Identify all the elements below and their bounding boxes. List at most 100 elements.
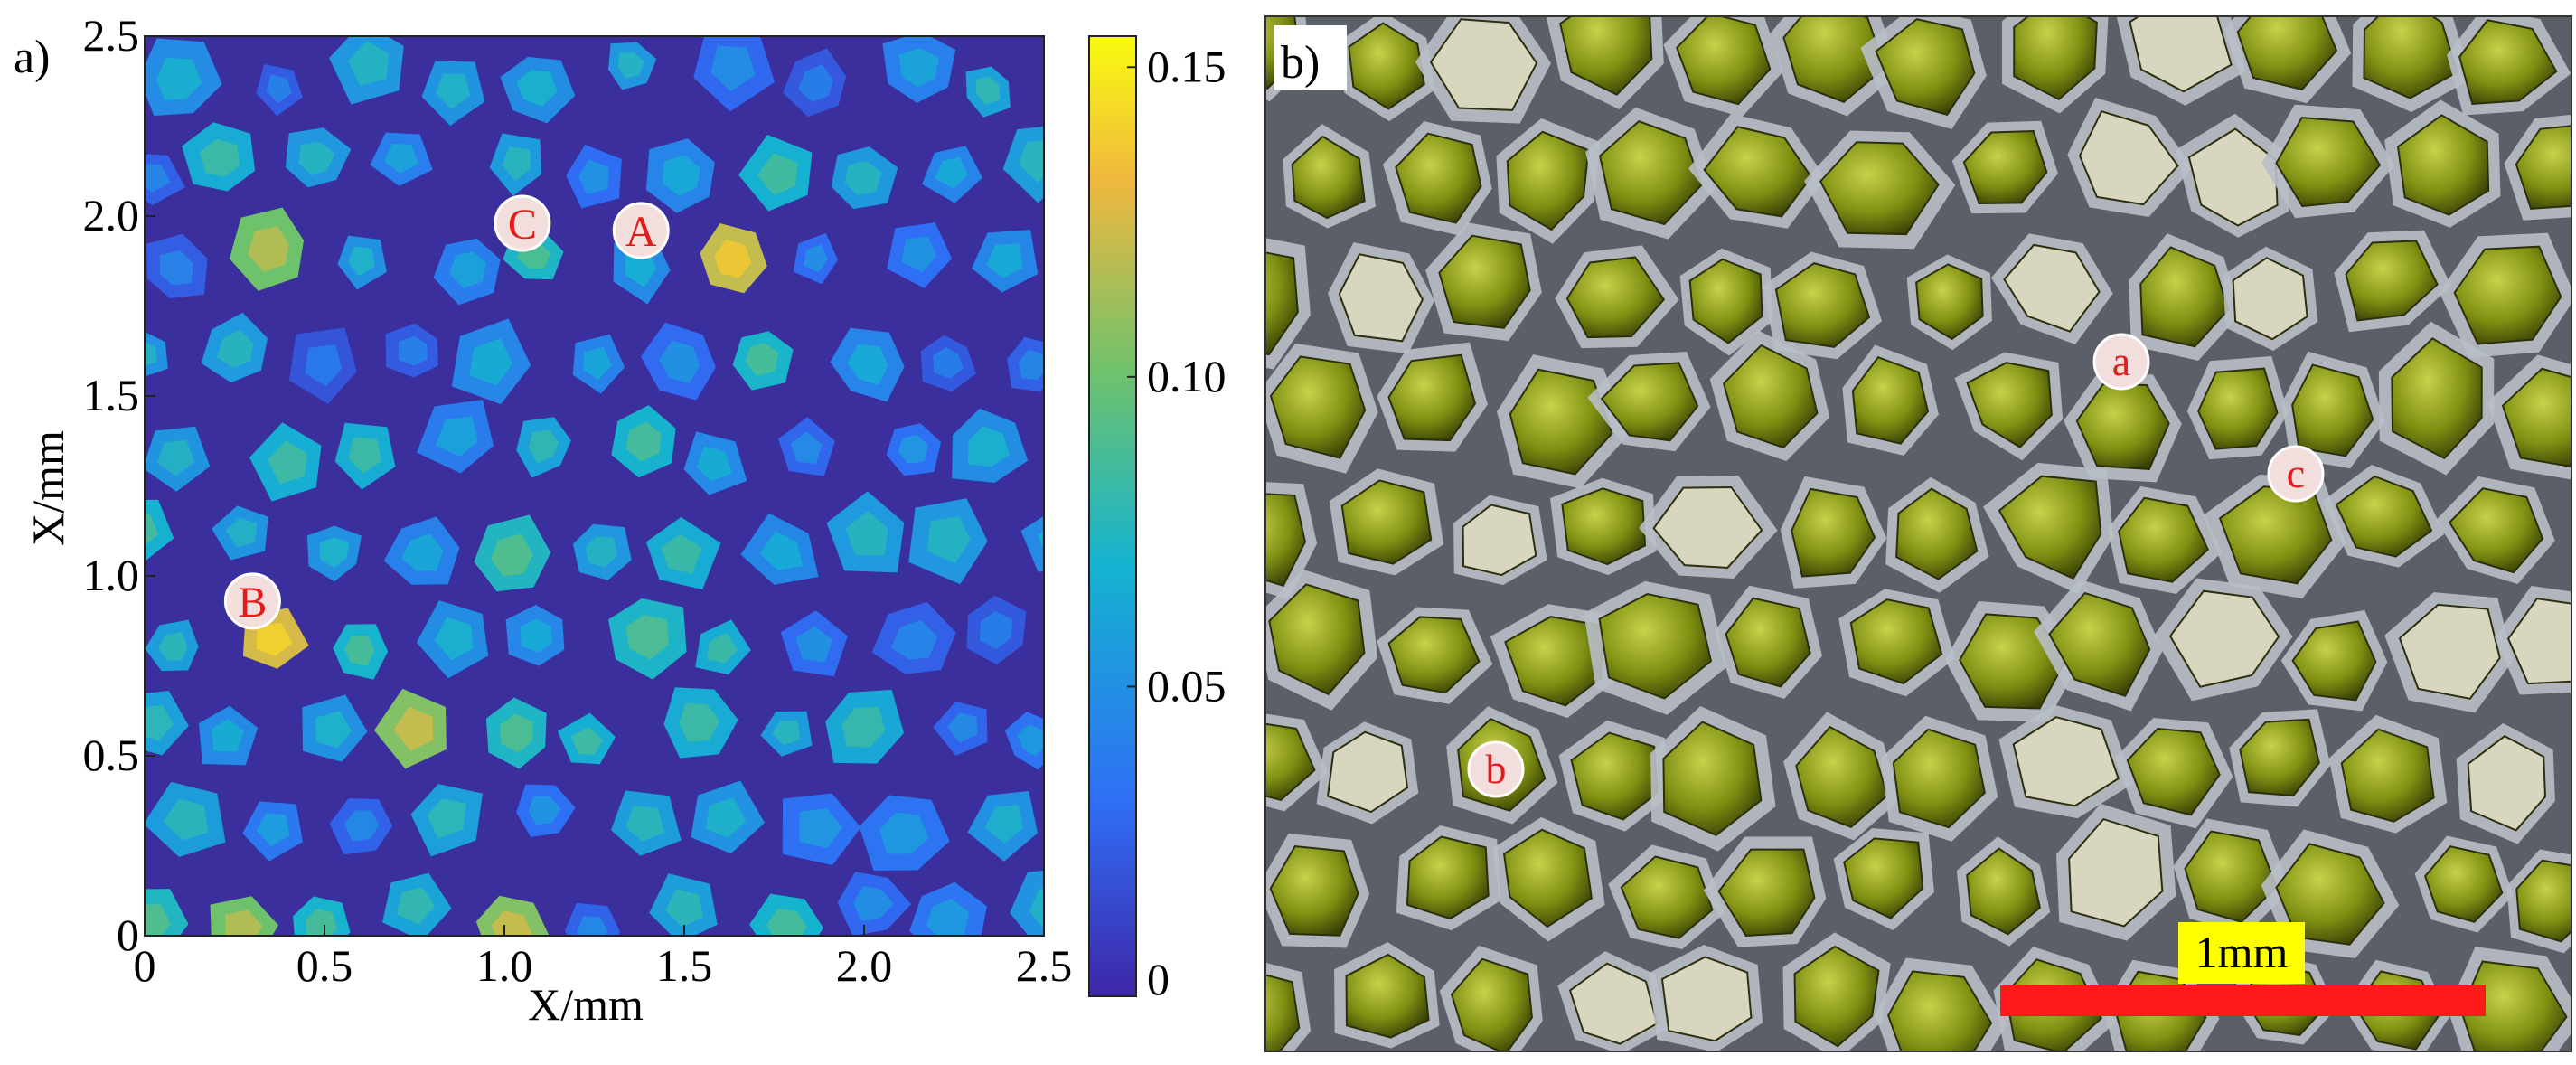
crystal (2345, 240, 2439, 322)
crystal (1327, 730, 1409, 814)
grain-core (659, 340, 700, 383)
grain-core (1019, 349, 1044, 381)
grain-core (714, 239, 752, 278)
grain-core (583, 346, 612, 381)
crystal (2398, 603, 2501, 700)
grain-core (901, 236, 937, 273)
grain-core (319, 537, 350, 569)
grain-core (790, 431, 823, 465)
grain-core (891, 619, 938, 660)
grain-core (847, 344, 888, 385)
grain-core (401, 533, 444, 571)
crystal (1450, 957, 1533, 1051)
crystal (1688, 258, 1763, 344)
marker-label: C (508, 201, 537, 249)
grain-core (933, 347, 964, 379)
colorbar: 0 0.05 0.10 0.15 (1088, 35, 1227, 1004)
crystal (1269, 845, 1359, 937)
crystal (1568, 962, 1659, 1045)
crystal (1819, 141, 1940, 236)
crystal (2232, 257, 2308, 341)
x-tick-label: 2.0 (836, 940, 893, 991)
y-axis-label: X/mm (23, 430, 73, 546)
marker-circle (494, 194, 551, 252)
grain-core (766, 908, 807, 936)
crystal (2118, 496, 2209, 583)
grain-core (145, 164, 171, 193)
crystal (1438, 234, 1531, 329)
crystal (2012, 716, 2120, 807)
crystal (2515, 859, 2571, 943)
y-tick-label: 1.0 (83, 550, 140, 600)
grain-core (625, 421, 662, 462)
grain-core (841, 706, 886, 748)
grain-core (705, 797, 747, 838)
panel-b-label-bg (1274, 25, 1347, 90)
crystal (2340, 728, 2435, 823)
grain-core (967, 426, 1011, 467)
grain (145, 331, 168, 377)
grain-core (853, 886, 894, 922)
marker-C: C (494, 194, 551, 252)
micrograph-marker-b: b (1467, 740, 1525, 798)
grain-core (398, 335, 428, 366)
crystal (2013, 16, 2098, 100)
marker-label: c (2287, 450, 2305, 496)
plot-frame (144, 35, 1045, 937)
grain-core (625, 805, 665, 842)
grain-core (159, 250, 193, 286)
grain-core (212, 719, 244, 752)
grain-core (305, 909, 337, 936)
marker-label: A (625, 208, 657, 256)
grain-core (315, 711, 353, 749)
grain-core (926, 515, 971, 564)
heatmap-markers: A B C (223, 194, 670, 630)
grain-core (145, 513, 159, 546)
crystal (1406, 835, 1490, 920)
grain-core (757, 153, 798, 195)
grain-core (799, 808, 843, 849)
scale-bar-line (2000, 985, 2486, 1016)
crystal (2291, 620, 2377, 702)
grain-core (979, 611, 1013, 649)
grain-core (435, 416, 478, 457)
grain-core (145, 342, 157, 366)
crystal (2275, 117, 2382, 208)
grain-core (157, 632, 188, 661)
crystal (1387, 353, 1477, 442)
grain-core (803, 244, 828, 273)
grain-core (578, 159, 609, 195)
crystal (2236, 16, 2338, 91)
grain-core (745, 343, 779, 376)
crystal (2048, 591, 2151, 698)
grain-core (661, 533, 702, 574)
crystal (1599, 119, 1703, 226)
crystal (1703, 126, 1813, 218)
marker-circle (612, 202, 670, 259)
crystal (1265, 722, 1316, 802)
grain-core (986, 243, 1023, 278)
grain-core (679, 702, 720, 742)
crystal (2275, 843, 2385, 946)
grain-core (348, 246, 376, 277)
grain-core (617, 52, 645, 79)
crystal (1966, 847, 2042, 936)
crystal (1895, 487, 1979, 580)
grain-core (1029, 888, 1044, 929)
grain-core (248, 225, 289, 272)
colorbar-ticks: 0 0.05 0.10 0.15 (1127, 41, 1227, 1004)
crystal (1660, 956, 1753, 1042)
scale-bar: 1mm (2000, 922, 2486, 1016)
x-tick-label: 2.5 (1016, 940, 1073, 991)
crystal (1598, 593, 1713, 700)
grain-core (383, 143, 418, 174)
crystal (1722, 344, 1819, 449)
grain-core (570, 726, 604, 755)
grain-core (298, 141, 335, 175)
crystal (2168, 589, 2280, 688)
grain-core (1037, 530, 1044, 551)
crystal (1998, 475, 2102, 580)
grain-core (145, 904, 171, 936)
grain-core (662, 155, 700, 196)
